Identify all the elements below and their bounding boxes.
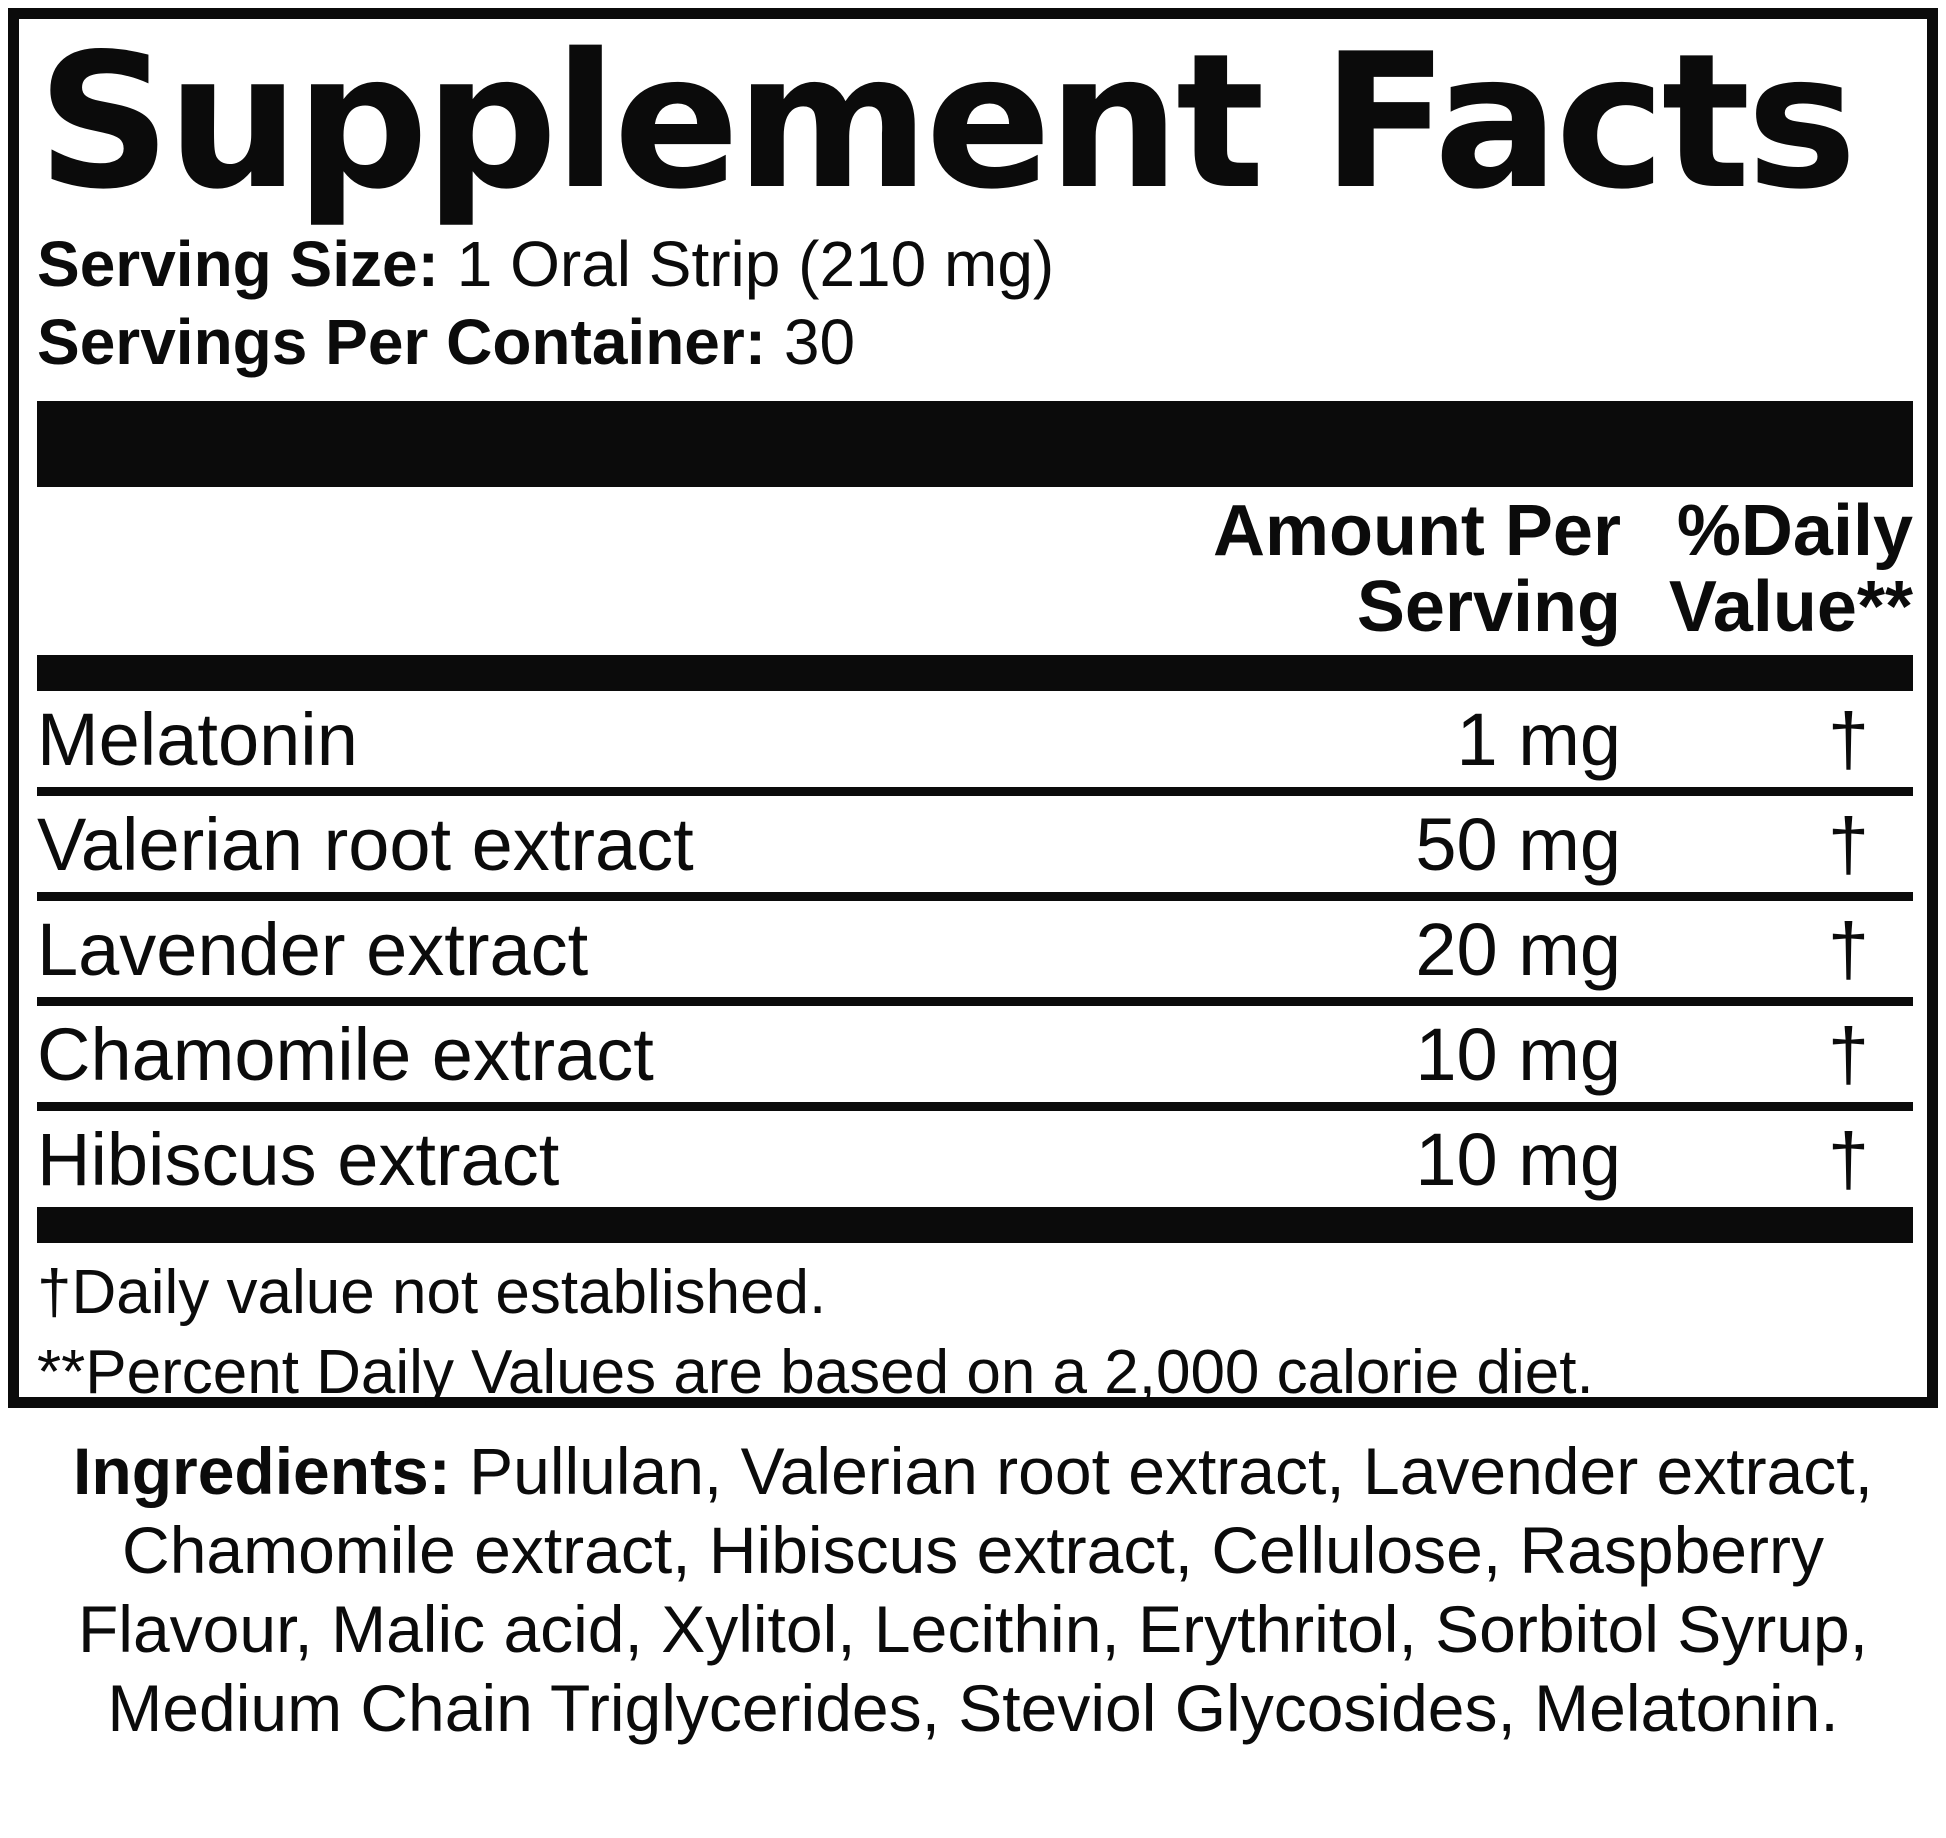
serving-size-label: Serving Size: xyxy=(37,228,439,300)
ingredients-label: Ingredients: xyxy=(73,1434,451,1508)
supplement-facts-panel: Supplement Facts Serving Size: 1 Oral St… xyxy=(8,8,1938,1408)
table-row: Melatonin 1 mg † xyxy=(37,691,1913,796)
column-headers: Amount Per Serving %Daily Value** xyxy=(37,487,1913,655)
row-daily-value: † xyxy=(1827,908,1869,991)
row-name: Chamomile extract xyxy=(37,1013,654,1096)
amount-per-serving-header: Amount Per Serving xyxy=(1213,493,1621,645)
row-amount: 50 mg xyxy=(1415,803,1621,886)
servings-per-container-label: Servings Per Container: xyxy=(37,306,767,378)
ingredient-rows: Melatonin 1 mg † Valerian root extract 5… xyxy=(37,691,1913,1207)
ingredients-text: Pullulan, Valerian root extract, Lavende… xyxy=(77,1434,1873,1745)
serving-size-value: 1 Oral Strip (210 mg) xyxy=(438,228,1055,300)
dv-header-line2: Value** xyxy=(1668,567,1913,647)
serving-info: Serving Size: 1 Oral Strip (210 mg) Serv… xyxy=(37,225,1913,381)
row-daily-value: † xyxy=(1827,698,1869,781)
row-daily-value: † xyxy=(1827,1013,1869,1096)
serving-size-line: Serving Size: 1 Oral Strip (210 mg) xyxy=(37,225,1913,303)
daily-value-header: %Daily Value** xyxy=(1621,493,1913,645)
row-name: Hibiscus extract xyxy=(37,1118,560,1201)
table-row: Hibiscus extract 10 mg † xyxy=(37,1111,1913,1207)
servings-per-container-line: Servings Per Container: 30 xyxy=(37,303,1913,381)
row-amount: 10 mg xyxy=(1415,1013,1621,1096)
servings-per-container-value: 30 xyxy=(766,306,856,378)
dv-header-line1: %Daily xyxy=(1676,491,1913,571)
panel-title: Supplement Facts xyxy=(37,13,1857,230)
row-name: Valerian root extract xyxy=(37,803,694,886)
table-row: Valerian root extract 50 mg † xyxy=(37,796,1913,901)
amount-header-line1: Amount Per xyxy=(1212,491,1621,571)
amount-header-line2: Serving xyxy=(1356,567,1621,647)
row-amount: 20 mg xyxy=(1415,908,1621,991)
table-row: Chamomile extract 10 mg † xyxy=(37,1006,1913,1111)
row-daily-value: † xyxy=(1827,1118,1869,1201)
footnote-daily-value: †Daily value not established. xyxy=(37,1258,827,1327)
footnotes: †Daily value not established. **Percent … xyxy=(37,1243,1913,1413)
divider-bar-bottom xyxy=(37,1207,1913,1243)
row-name: Melatonin xyxy=(37,698,358,781)
row-amount: 10 mg xyxy=(1415,1118,1621,1201)
table-row: Lavender extract 20 mg † xyxy=(37,901,1913,1006)
divider-bar-top xyxy=(37,401,1913,487)
footnote-percent-dv: **Percent Daily Values are based on a 2,… xyxy=(37,1338,1594,1407)
row-name: Lavender extract xyxy=(37,908,589,991)
divider-bar-header xyxy=(37,655,1913,691)
ingredients-paragraph: Ingredients: Pullulan, Valerian root ext… xyxy=(23,1432,1923,1748)
row-daily-value: † xyxy=(1827,803,1869,886)
row-amount: 1 mg xyxy=(1456,698,1621,781)
